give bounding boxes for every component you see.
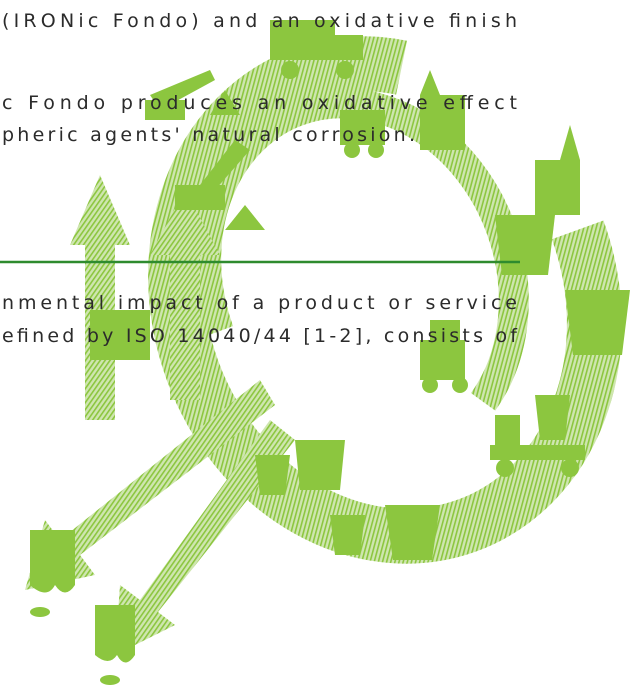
text-line: pheric agents' natural corrosion. bbox=[2, 124, 415, 146]
text-line: (IRONic Fondo) and an oxidative finish bbox=[2, 10, 517, 32]
text-line: efined by ISO 14040/44 [1-2], consists o… bbox=[2, 325, 518, 347]
page: (IRONic Fondo) and an oxidative finish c… bbox=[0, 0, 637, 697]
text-line: nmental impact of a product or service bbox=[2, 292, 517, 314]
